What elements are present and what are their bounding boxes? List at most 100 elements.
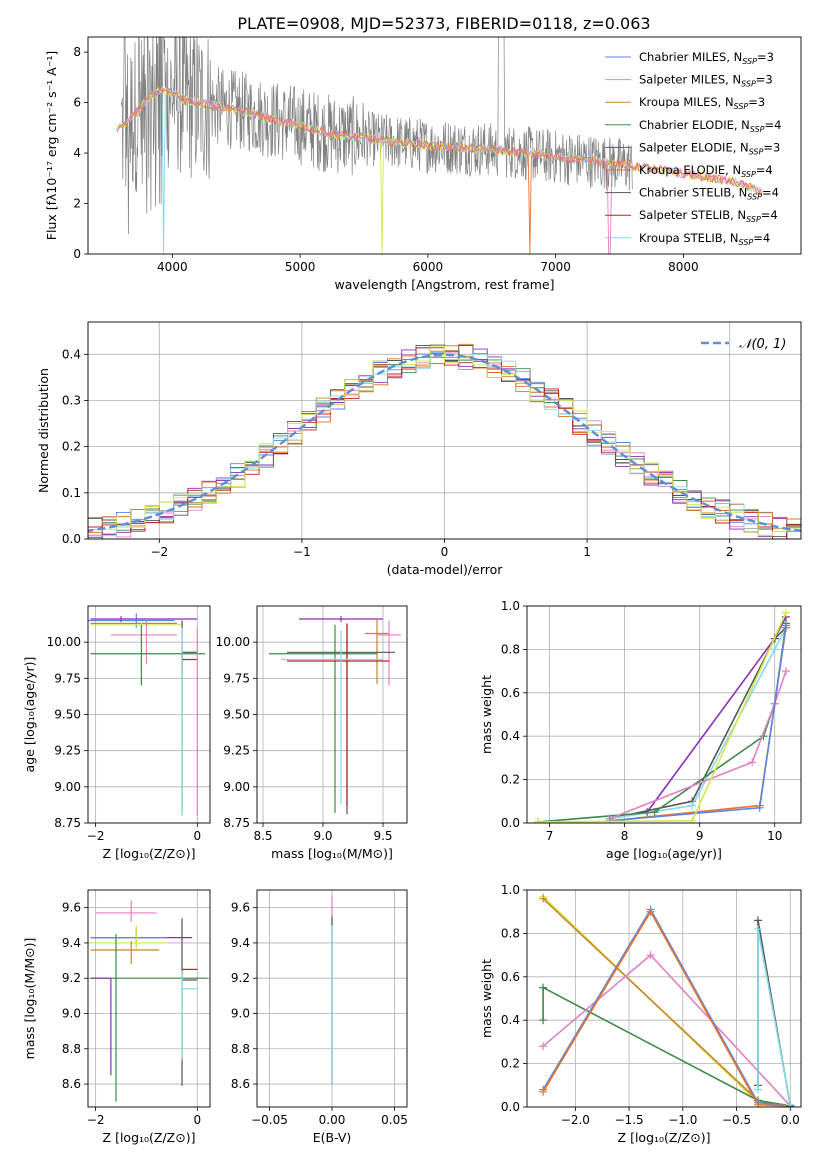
residuals-ytick-label: 0.0: [62, 532, 81, 546]
mass_weight_vs_Z-marker: [754, 1085, 763, 1094]
mass_weight_vs_age-xtick-label: 8: [621, 829, 629, 843]
mass_vs_Z-point: [90, 925, 167, 950]
mass_vs_ebv-xtick-label: −0.05: [251, 1113, 288, 1127]
mass_weight_vs_Z-axes: −2.0 −1.5 −1.0 −0.5 0.0 0.0 0.2 0.4 0.6 0.8 1.0 Z […: [479, 883, 802, 1145]
spectrum-legend-label: Chabrier MILES, NSSP=3: [639, 50, 774, 66]
age_vs_mass-ytick-label: 9.75: [223, 671, 250, 685]
mass_vs_Z-ytick-label: 9.2: [62, 971, 81, 985]
mass_weight_vs_Z-ytick-label: 0.2: [501, 1057, 520, 1071]
spectrum-frame: [87, 36, 802, 255]
spectrum-model-line: [116, 86, 762, 254]
mass_vs_ebv-axes: −0.05 0.00 0.05 8.6 8.8 9.0 9.2 9.4 9.6 E(B-V): [231, 889, 408, 1145]
mass_vs_Z-ytick-label: 9.0: [62, 1006, 81, 1020]
mass_vs_Z-point: [181, 971, 198, 1060]
residual-legend-label: 𝒩(0, 1): [739, 337, 786, 352]
age_vs_Z-ytick-label: 9.50: [54, 708, 81, 722]
mass_weight_vs_Z-ytick-label: 0.4: [501, 1013, 520, 1027]
age_vs_Z-xtick-label: 0: [193, 829, 201, 843]
residuals-ytick-label: 0.3: [62, 393, 81, 407]
mass_weight_vs_age-marker: [755, 803, 764, 812]
mass_weight_vs_Z-xtick-label: 0.0: [781, 1113, 800, 1127]
mass_weight_vs_age-xtick-label: 7: [546, 829, 554, 843]
age_vs_mass-point: [287, 624, 389, 806]
mass_vs_ebv-ytick-label: 9.2: [231, 971, 250, 985]
spectrum-legend-label: Kroupa ELODIE, NSSP=4: [639, 163, 773, 179]
mass_weight_vs_Z-ytick-label: 0.8: [501, 926, 520, 940]
mass_weight_vs_age-xtick-label: 10: [767, 829, 782, 843]
age_vs_mass-frame: [256, 605, 408, 824]
mass_vs_ebv-ytick-label: 9.6: [231, 901, 250, 915]
age_vs_Z-xtick-label: −2: [87, 829, 105, 843]
mass_vs_Z-ylabel: mass [log₁₀(M/M⊙)]: [22, 938, 37, 1060]
residuals-xtick-label: 1: [583, 545, 591, 559]
mass_weight_vs_Z-xlabel: Z [log₁₀(Z/Z⊙)]: [618, 1130, 711, 1145]
spectrum-ytick-label: 0: [73, 247, 81, 261]
mass_weight_vs_age-marker: [748, 758, 757, 767]
age_vs_mass-axes: 8.5 9.0 9.5 8.75 9.00 9.25 9.50 9.75 10.00 mass […: [216, 605, 408, 861]
mass_weight_vs_age-series-line: [609, 670, 787, 820]
spectrum-legend-label: Salpeter ELODIE, NSSP=3: [639, 140, 780, 156]
mass_weight_vs_Z-marker: [646, 907, 655, 916]
age_vs_Z-plot-area: [88, 613, 205, 816]
mass_weight_vs_age-ytick-label: 0.2: [501, 773, 520, 787]
mass_vs_ebv-ytick-label: 9.4: [231, 936, 250, 950]
mass_weight_vs_age-marker: [781, 621, 790, 630]
mass_weight_vs_Z-ytick-label: 0.6: [501, 970, 520, 984]
mass_weight_vs_age-marker: [650, 808, 659, 817]
spectrum-ytick-label: 4: [73, 146, 81, 160]
residuals-frame: [87, 321, 802, 540]
age_vs_mass-point: [377, 620, 401, 686]
spectrum-plot-area: [115, 37, 763, 254]
residuals-xtick-label: −2: [150, 545, 168, 559]
residuals-ylabel: Normed distribution: [36, 368, 51, 493]
mass_vs_ebv-xlabel: E(B-V): [313, 1130, 352, 1145]
age_vs_mass-xlabel: mass [log₁₀(M/M⊙)]: [271, 846, 393, 861]
mass_weight_vs_Z-marker: [539, 894, 548, 903]
age_vs_mass-point: [299, 616, 383, 622]
mass_weight_vs_age-series-line: [609, 627, 787, 820]
mass_weight_vs_age-ylabel: mass weight: [479, 675, 494, 754]
mass_weight_vs_age-xlabel: age [log₁₀(age/yr)]: [606, 846, 722, 861]
figure-title: PLATE=0908, MJD=52373, FIBERID=0118, z=0…: [237, 14, 650, 33]
age_vs_Z-point: [110, 620, 177, 664]
spectrum-legend-label: Salpeter STELIB, NSSP=4: [639, 208, 778, 224]
spectrum-xlabel: wavelength [Angstrom, rest frame]: [334, 277, 554, 292]
mass_vs_ebv-xtick-label: 0.05: [381, 1113, 408, 1127]
mass_weight_vs_age-marker: [770, 645, 779, 654]
mass_weight_vs_Z-marker: [539, 1087, 548, 1096]
mass_weight_vs_age-xtick-label: 9: [696, 829, 704, 843]
age_vs_mass-point: [269, 624, 377, 813]
spectrum-legend-label: Salpeter MILES, NSSP=3: [639, 73, 773, 89]
spectrum-ytick-label: 8: [73, 45, 81, 59]
age_vs_mass-point: [365, 619, 389, 685]
mass_weight_vs_Z-marker: [539, 1042, 548, 1051]
mass_weight_vs_Z-series-line: [542, 907, 791, 1107]
age_vs_mass-ytick-label: 10.00: [216, 635, 250, 649]
mass_weight_vs_age-marker: [781, 667, 790, 676]
age_vs_Z-ytick-label: 9.00: [54, 780, 81, 794]
mass_weight_vs_Z-xtick-label: −0.5: [722, 1113, 751, 1127]
mass_weight_vs_age-frame: [526, 605, 802, 824]
mass_weight_vs_Z-ylabel: mass weight: [479, 959, 494, 1038]
mass_vs_Z-xtick-label: −2: [87, 1113, 105, 1127]
age_vs_mass-ytick-label: 8.75: [223, 816, 250, 830]
residuals-plot-area: [88, 343, 801, 539]
mass_weight_vs_Z-ytick-label: 0.0: [501, 1100, 520, 1114]
mass_weight_vs_Z-marker: [786, 1100, 795, 1107]
gaussian-curve: [88, 353, 801, 533]
age_vs_Z-ytick-label: 9.75: [54, 671, 81, 685]
spectrum-model-line: [117, 87, 763, 254]
spectrum-axes: 4000 5000 6000 7000 8000 0 2 4 6 8 wavelength [Ang…: [44, 36, 802, 292]
mass_vs_Z-xlabel: Z [log₁₀(Z/Z⊙)]: [103, 1130, 196, 1145]
age_vs_Z-ytick-label: 10.00: [47, 635, 81, 649]
spectrum-xtick-label: 7000: [540, 260, 571, 274]
mass_vs_Z-ytick-label: 9.4: [62, 936, 81, 950]
mass_vs_Z-point: [90, 977, 112, 1076]
age_vs_Z-frame: [87, 605, 211, 824]
spectrum-ytick-label: 6: [73, 96, 81, 110]
mass_vs_Z-ytick-label: 9.6: [62, 901, 81, 915]
mass_weight_vs_Z-series-line: [542, 986, 791, 1107]
age_vs_mass-xtick-label: 9.5: [373, 829, 392, 843]
